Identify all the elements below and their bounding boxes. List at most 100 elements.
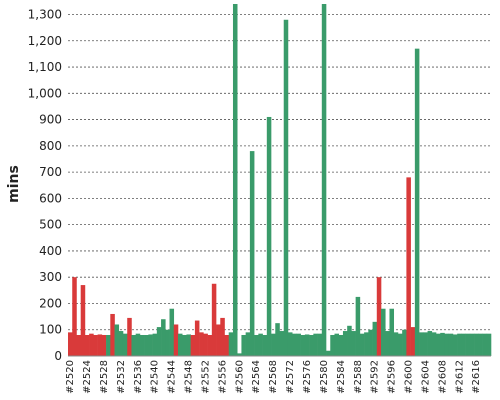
build-bar-success[interactable]: [279, 331, 285, 356]
build-bar-success[interactable]: [355, 296, 361, 356]
build-bar-success[interactable]: [482, 333, 488, 356]
build-bar-success[interactable]: [258, 333, 263, 356]
build-bar-success[interactable]: [292, 333, 297, 356]
build-bar-success[interactable]: [131, 334, 136, 356]
build-bar-success[interactable]: [440, 332, 445, 356]
build-bar-success[interactable]: [148, 334, 153, 356]
build-bar-success[interactable]: [474, 333, 479, 356]
build-bar-failure[interactable]: [84, 334, 90, 356]
build-bar-success[interactable]: [296, 333, 301, 356]
build-bar-success[interactable]: [317, 333, 323, 356]
build-bar-success[interactable]: [397, 333, 403, 356]
build-bar-success[interactable]: [245, 332, 251, 356]
build-bar-success[interactable]: [304, 334, 310, 356]
build-bar-success[interactable]: [300, 334, 306, 356]
build-bar-success[interactable]: [283, 19, 289, 356]
build-bar-success[interactable]: [161, 319, 166, 356]
build-bar-failure[interactable]: [207, 334, 213, 356]
build-bar-success[interactable]: [241, 334, 246, 356]
build-bar-success[interactable]: [156, 327, 162, 356]
build-bar-success[interactable]: [186, 334, 191, 356]
build-bar-success[interactable]: [372, 321, 378, 356]
build-bar-success[interactable]: [118, 331, 124, 356]
build-bar-success[interactable]: [135, 333, 141, 356]
build-bar-success[interactable]: [452, 334, 458, 356]
build-bar-success[interactable]: [385, 331, 390, 356]
build-bar-success[interactable]: [436, 333, 441, 356]
build-bar-success[interactable]: [326, 350, 331, 356]
build-bar-failure[interactable]: [194, 320, 200, 356]
build-bar-failure[interactable]: [199, 332, 204, 356]
build-bar-success[interactable]: [321, 4, 327, 356]
build-bar-success[interactable]: [478, 333, 483, 356]
build-bar-failure[interactable]: [68, 332, 73, 356]
build-bar-success[interactable]: [152, 333, 158, 356]
build-bar-failure[interactable]: [410, 327, 416, 356]
build-bar-success[interactable]: [287, 332, 293, 356]
build-bar-success[interactable]: [469, 333, 475, 356]
build-bar-success[interactable]: [309, 334, 314, 356]
build-bar-success[interactable]: [414, 48, 420, 356]
build-bar-failure[interactable]: [89, 333, 94, 356]
build-bar-success[interactable]: [228, 332, 234, 356]
build-bar-success[interactable]: [144, 334, 149, 356]
build-bar-failure[interactable]: [376, 277, 382, 356]
build-bar-success[interactable]: [448, 333, 454, 356]
build-bar-success[interactable]: [368, 329, 373, 356]
build-bar-success[interactable]: [389, 308, 395, 356]
build-bar-success[interactable]: [334, 333, 340, 356]
build-bar-success[interactable]: [419, 332, 424, 356]
build-bar-success[interactable]: [338, 334, 344, 356]
build-bar-success[interactable]: [427, 331, 433, 356]
build-bar-failure[interactable]: [224, 334, 230, 356]
build-bar-success[interactable]: [431, 332, 437, 356]
build-bar-success[interactable]: [249, 151, 255, 356]
build-bar-success[interactable]: [262, 334, 268, 356]
build-bar-success[interactable]: [465, 333, 471, 356]
build-bar-failure[interactable]: [203, 333, 208, 356]
build-bar-success[interactable]: [254, 334, 259, 356]
build-bar-failure[interactable]: [76, 334, 81, 356]
build-bar-success[interactable]: [313, 333, 318, 356]
build-bar-failure[interactable]: [406, 177, 411, 356]
build-bar-success[interactable]: [139, 334, 145, 356]
build-bar-success[interactable]: [347, 325, 352, 356]
build-bar-success[interactable]: [114, 324, 120, 356]
build-bar-failure[interactable]: [101, 334, 107, 356]
build-bar-success[interactable]: [364, 332, 369, 356]
build-bar-failure[interactable]: [190, 334, 196, 356]
build-bar-failure[interactable]: [216, 324, 221, 356]
build-bar-success[interactable]: [271, 333, 276, 356]
build-bar-success[interactable]: [330, 334, 335, 356]
build-bar-success[interactable]: [266, 116, 272, 357]
build-bar-success[interactable]: [122, 333, 128, 356]
build-bar-failure[interactable]: [211, 283, 217, 356]
build-bar-success[interactable]: [106, 334, 111, 356]
build-bar-success[interactable]: [177, 333, 183, 356]
build-bar-success[interactable]: [423, 332, 428, 356]
build-bar-success[interactable]: [232, 4, 238, 356]
build-bar-success[interactable]: [444, 333, 449, 356]
build-bar-success[interactable]: [169, 308, 175, 356]
build-bar-success[interactable]: [381, 308, 386, 356]
build-bar-failure[interactable]: [110, 313, 115, 356]
build-bar-success[interactable]: [342, 331, 348, 356]
build-bar-failure[interactable]: [97, 334, 103, 356]
build-bar-success[interactable]: [237, 353, 242, 356]
build-bar-failure[interactable]: [72, 277, 77, 356]
build-bar-failure[interactable]: [173, 324, 179, 356]
build-bar-success[interactable]: [402, 329, 407, 356]
build-bar-success[interactable]: [165, 329, 170, 356]
build-bar-failure[interactable]: [127, 317, 132, 356]
build-bar-success[interactable]: [182, 334, 187, 356]
build-bar-failure[interactable]: [93, 334, 98, 356]
build-bar-success[interactable]: [359, 333, 365, 356]
build-bar-success[interactable]: [275, 323, 280, 356]
build-bar-failure[interactable]: [80, 285, 86, 356]
build-bar-success[interactable]: [393, 332, 399, 356]
build-bar-success[interactable]: [457, 333, 462, 356]
build-bar-success[interactable]: [461, 333, 466, 356]
build-bar-success[interactable]: [351, 331, 356, 356]
build-bar-success[interactable]: [486, 333, 492, 356]
build-bar-failure[interactable]: [220, 317, 225, 356]
